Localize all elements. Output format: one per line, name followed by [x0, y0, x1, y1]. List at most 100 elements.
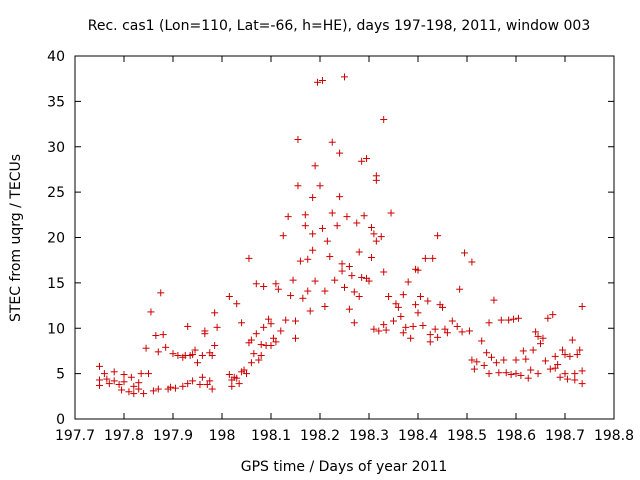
data-point [375, 327, 383, 335]
data-point [500, 356, 508, 364]
data-point [355, 248, 363, 256]
data-point [343, 213, 351, 221]
data-point [316, 182, 324, 190]
data-point [492, 359, 500, 367]
data-point [394, 303, 402, 311]
data-point [169, 350, 177, 358]
data-point [551, 364, 559, 372]
data-point [267, 320, 275, 328]
data-point [225, 292, 233, 300]
data-point [206, 377, 214, 385]
data-points [96, 73, 586, 398]
data-point [421, 254, 429, 262]
y-tick-label: 30 [47, 140, 65, 156]
data-point [453, 322, 461, 330]
data-point [228, 382, 236, 390]
data-point [299, 294, 307, 302]
y-tick-label: 40 [47, 49, 65, 65]
data-point [537, 340, 544, 348]
data-point [380, 268, 388, 276]
data-point [304, 255, 312, 263]
x-axis-label: GPS time / Days of year 2011 [241, 459, 448, 475]
data-point [179, 382, 187, 390]
data-point [272, 338, 280, 346]
data-point [189, 377, 197, 385]
data-point [196, 381, 204, 389]
data-point [311, 277, 319, 285]
data-point [485, 370, 493, 378]
data-point [461, 249, 469, 257]
data-point [424, 297, 432, 305]
data-point [488, 353, 495, 361]
data-point [387, 209, 395, 217]
data-point [473, 358, 481, 366]
data-point [578, 367, 586, 375]
data-point [198, 351, 206, 359]
data-point [524, 374, 532, 382]
data-point [485, 319, 493, 327]
data-point [571, 370, 579, 378]
data-point [571, 376, 579, 384]
data-point [409, 322, 417, 330]
data-point [510, 315, 518, 323]
data-point [505, 316, 513, 324]
data-point [399, 329, 407, 337]
data-point [318, 77, 326, 85]
data-point [470, 365, 478, 373]
data-point [480, 361, 488, 369]
data-point [100, 370, 108, 378]
data-point [105, 380, 113, 388]
data-point [191, 346, 199, 354]
y-tick-label: 25 [47, 185, 65, 201]
y-tick-label: 35 [47, 94, 65, 110]
data-point [448, 317, 456, 325]
axis-ticks [74, 55, 615, 420]
data-point [203, 381, 211, 389]
data-point [110, 368, 118, 376]
data-point [125, 388, 133, 396]
data-point [326, 253, 334, 261]
y-axis-label: STEC from uqrg / TECUs [8, 154, 24, 322]
data-point [563, 375, 571, 383]
data-point [404, 278, 412, 286]
data-point [331, 276, 339, 284]
x-tick-labels: 197.7 197.8 197.9 198 198.1 198.2 198.3 198.4 19… [55, 428, 634, 444]
data-point [385, 292, 393, 300]
data-point [247, 336, 255, 344]
data-point [294, 182, 302, 190]
data-point [544, 314, 552, 322]
data-point [377, 233, 385, 241]
data-point [110, 377, 118, 385]
data-point [147, 308, 155, 316]
data-point [370, 325, 378, 333]
data-point [507, 371, 515, 379]
data-point [159, 331, 167, 339]
data-point [235, 380, 243, 388]
y-tick-label: 5 [56, 367, 65, 383]
data-point [142, 344, 150, 352]
data-point [328, 138, 336, 146]
data-point [573, 351, 581, 359]
data-point [321, 302, 329, 310]
data-point [441, 325, 449, 333]
data-point [370, 230, 378, 238]
data-point [240, 366, 248, 374]
x-tick-label: 198.2 [300, 428, 340, 444]
data-point [208, 385, 216, 393]
data-point [497, 316, 505, 324]
data-point [534, 370, 542, 378]
data-point [353, 219, 361, 227]
data-point [96, 381, 103, 389]
data-point [120, 378, 128, 386]
data-point [561, 370, 569, 378]
data-point [465, 327, 473, 335]
data-point [559, 346, 567, 354]
y-tick-label: 15 [47, 276, 65, 292]
data-point [284, 213, 292, 221]
data-point [306, 307, 314, 315]
data-point [336, 149, 344, 157]
data-point [96, 362, 103, 370]
data-point [338, 267, 346, 275]
data-point [238, 319, 246, 327]
data-point [247, 359, 255, 367]
